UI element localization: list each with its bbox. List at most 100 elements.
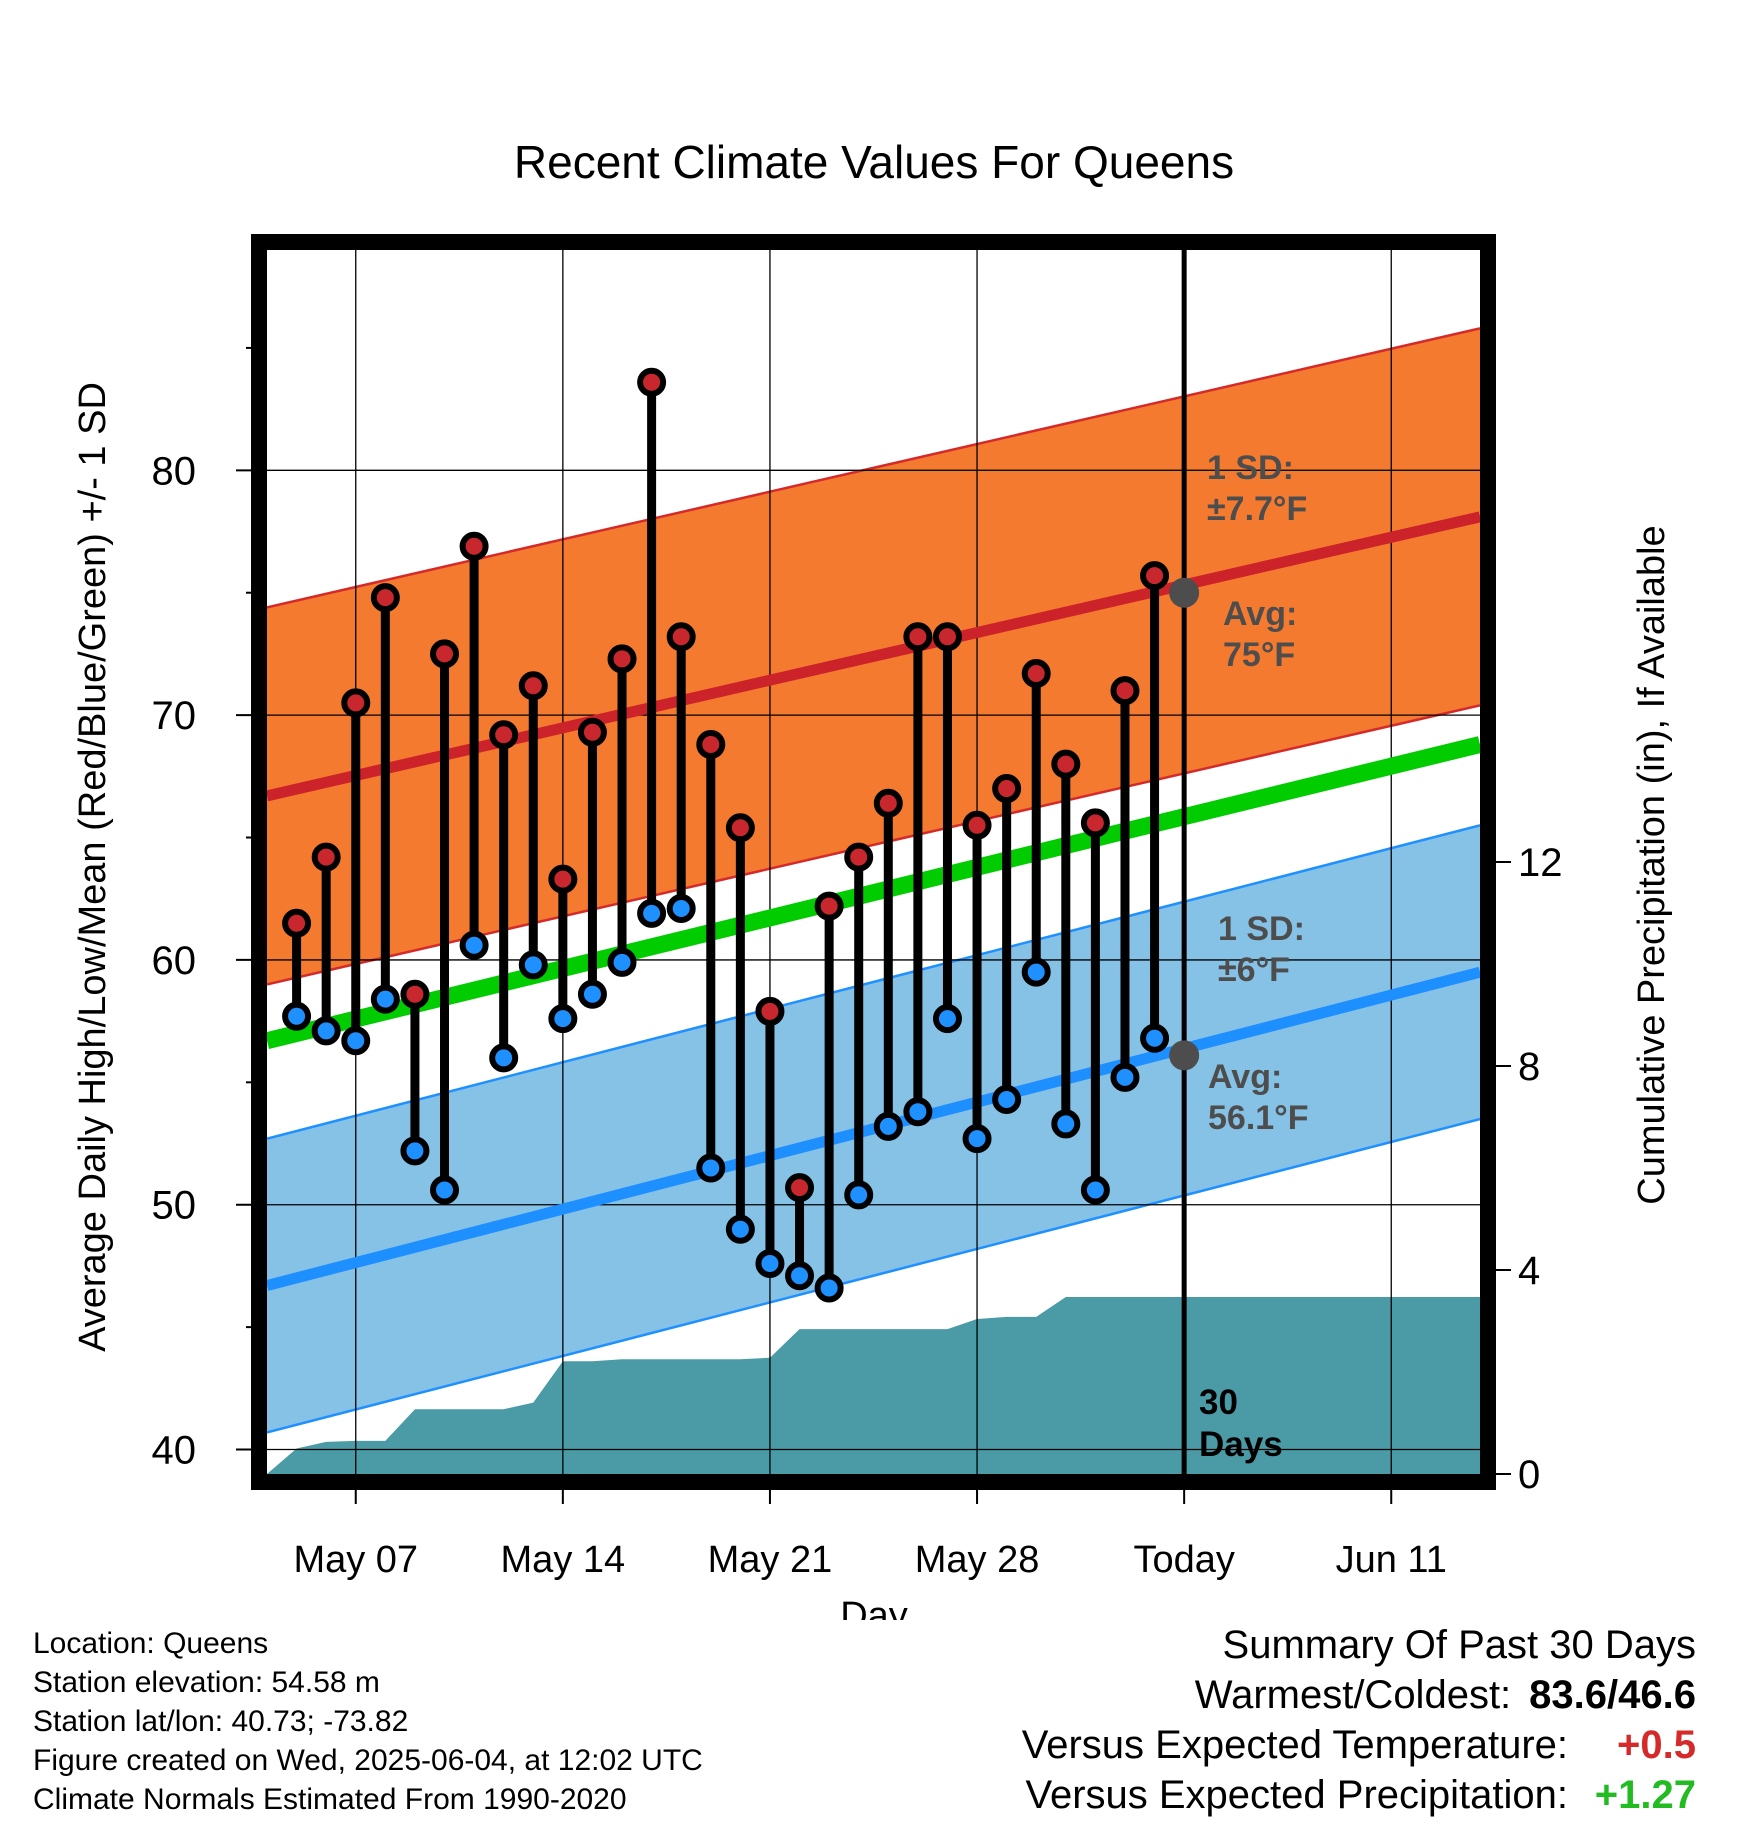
x-axis-label: Day [840,1595,908,1620]
high-normal-line [267,511,1480,802]
daily-high-point [311,842,341,872]
daily-high-point [548,864,578,894]
y-tick-label: 80 [152,449,197,493]
today-high-normal-marker [1169,577,1200,608]
daily-high-point [430,639,460,669]
daily-high-point [489,720,519,750]
daily-high-point [785,1173,815,1203]
created-text: Figure created on Wed, 2025-06-04, at 12… [33,1744,703,1777]
temp-anomaly-label: Versus Expected Temperature: [1021,1723,1568,1767]
days-annotation: 30 Days [1199,1383,1283,1464]
chart-title: Recent Climate Values For Queens [514,136,1234,188]
precip-anomaly-label: Versus Expected Precipitation: [1025,1773,1568,1817]
y-tick-label: 50 [152,1184,197,1228]
daily-high-point [1110,676,1140,706]
daily-high-point [577,717,607,747]
daily-high-point [932,622,962,652]
daily-low-point [637,898,667,928]
high-avg-annotation: Avg: 75°F [1223,595,1297,674]
daily-high-point [992,774,1022,804]
daily-low-point [814,1273,844,1303]
daily-low-point [873,1111,903,1141]
daily-low-point [1110,1062,1140,1092]
y-axis-label: Average Daily High/Low/Mean (Red/Blue/Gr… [72,382,114,1352]
daily-low-point [430,1175,460,1205]
y2-tick-label: 4 [1518,1249,1540,1293]
daily-high-point [696,729,726,759]
daily-low-point [548,1004,578,1034]
high-band-top-edge [267,327,1480,609]
daily-low-point [666,894,696,924]
daily-low-point [400,1136,430,1166]
daily-high-point [903,622,933,652]
daily-low-point [992,1084,1022,1114]
warmest-value: 83.6/46.6 [1529,1673,1696,1717]
daily-high-point [725,813,755,843]
daily-low-point [577,979,607,1009]
station-info: Location: Queens Station elevation: 54.5… [33,1624,703,1819]
low-normal-line [267,966,1480,1291]
summary-panel: Summary Of Past 30 Days Warmest/Coldest:… [1022,1620,1696,1820]
daily-low-point [962,1124,992,1154]
daily-low-point [311,1016,341,1046]
daily-high-point [873,788,903,818]
daily-low-point [844,1180,874,1210]
warmest-label: Warmest/Coldest: [1194,1673,1512,1717]
y-tick-label: 70 [152,694,197,738]
daily-high-point [341,688,371,718]
daily-low-point [518,950,548,980]
daily-low-point [1140,1023,1170,1053]
x-tick-label: May 21 [708,1539,833,1581]
y-tick-label: 40 [152,1429,197,1473]
y2-tick-label: 0 [1518,1453,1540,1497]
daily-low-point [1021,957,1051,987]
daily-high-point [844,842,874,872]
precip-anomaly-row: Versus Expected Precipitation: +1.27 [1022,1770,1696,1820]
daily-high-point [637,367,667,397]
daily-low-point [755,1248,785,1278]
x-tick-label: May 28 [915,1539,1040,1581]
elevation-text: Station elevation: 54.58 m [33,1666,380,1699]
daily-low-point [785,1261,815,1291]
x-tick-label: May 07 [293,1539,418,1581]
daily-low-point [696,1153,726,1183]
x-tick-label: Jun 11 [1336,1539,1447,1581]
summary-title: Summary Of Past 30 Days [1222,1623,1696,1667]
daily-high-point [962,810,992,840]
cumulative-precip-area [267,1297,1480,1474]
daily-high-point [282,908,312,938]
daily-high-point [1021,659,1051,689]
mean-normal-line [267,736,1480,1049]
daily-high-point [1140,561,1170,591]
low-band-bottom-edge [267,1117,1480,1434]
plot-inner [267,250,1480,1474]
climate-chart: Recent Climate Values For Queens 1 SD: ±7… [72,136,1673,1620]
y2-axis-label: Cumulative Precipitation (in), If Availa… [1631,525,1673,1204]
daily-low-point [903,1097,933,1127]
daily-high-point [1080,808,1110,838]
daily-high-point [666,622,696,652]
x-tick-label: Today [1133,1539,1234,1581]
daily-low-point [459,930,489,960]
daily-low-point [341,1026,371,1056]
daily-low-point [282,1001,312,1031]
daily-high-point [607,644,637,674]
y2-tick-label: 12 [1518,841,1563,885]
plot-area: 1 SD: ±7.7°F Avg: 75°F 1 SD: ±6°F Avg: 56.1°F 30… [152,234,1563,1581]
daily-low-point [607,947,637,977]
daily-high-point [755,996,785,1026]
daily-low-point [932,1004,962,1034]
daily-high-point [370,583,400,613]
low-avg-annotation: Avg: 56.1°F [1208,1058,1309,1137]
daily-high-point [400,979,430,1009]
daily-low-point [370,984,400,1014]
latlon-text: Station lat/lon: 40.73; -73.82 [33,1705,409,1738]
low-sd-annotation: 1 SD: ±6°F [1218,910,1305,989]
high-sd-annotation: 1 SD: ±7.7°F [1207,449,1307,528]
temp-anomaly-row: Versus Expected Temperature: +0.5 [1022,1720,1696,1770]
normals-text: Climate Normals Estimated From 1990-2020 [33,1783,627,1816]
y2-tick-label: 8 [1518,1045,1540,1089]
today-low-normal-marker [1169,1040,1200,1071]
location-text: Location: Queens [33,1627,269,1660]
daily-high-point [518,671,548,701]
